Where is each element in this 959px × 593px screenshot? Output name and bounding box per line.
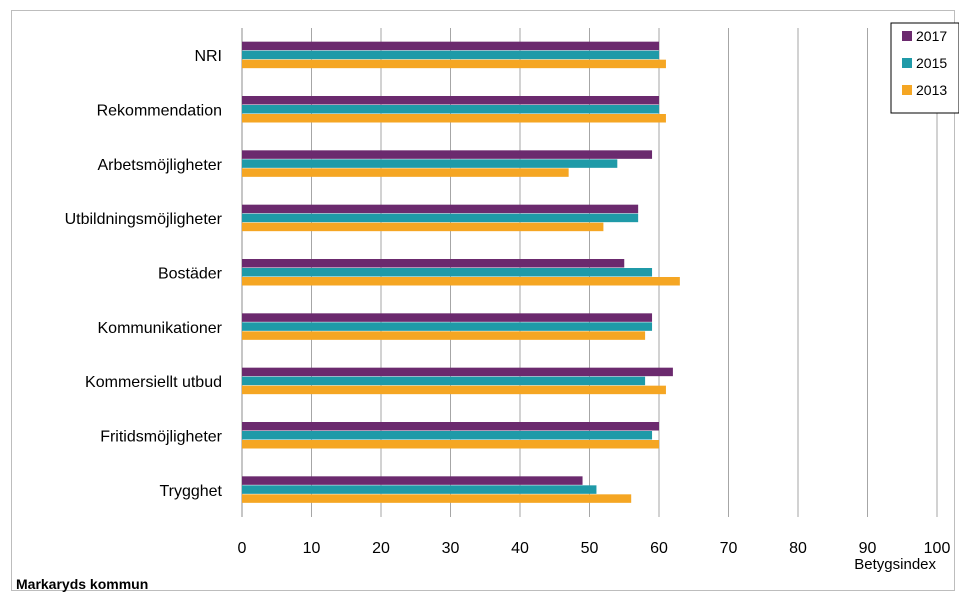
bar-2013 xyxy=(242,222,604,232)
x-axis-title: Betygsindex xyxy=(854,556,936,573)
bar-2013 xyxy=(242,59,666,69)
x-tick-label: 70 xyxy=(720,540,738,557)
bar-2017 xyxy=(242,313,653,322)
category-label: Kommersiellt utbud xyxy=(85,374,222,391)
bar-2017 xyxy=(242,367,673,377)
bar-2013 xyxy=(242,114,666,123)
bar-2015 xyxy=(242,50,659,60)
x-tick-label: 30 xyxy=(442,540,460,557)
bar-2013 xyxy=(242,494,632,503)
chart-frame xyxy=(11,10,955,591)
bar-2015 xyxy=(242,322,653,331)
legend-label: 2017 xyxy=(916,28,947,44)
bar-2013 xyxy=(242,277,680,286)
category-label: Rekommendation xyxy=(97,103,222,120)
category-label: Kommunikationer xyxy=(98,320,223,337)
category-label: Trygghet xyxy=(159,483,222,500)
category-label: NRI xyxy=(194,48,222,65)
x-tick-label: 50 xyxy=(581,540,599,557)
x-tick-label: 90 xyxy=(859,540,877,557)
bar-2017 xyxy=(242,150,653,159)
x-tick-label: 0 xyxy=(238,540,247,557)
x-tick-label: 20 xyxy=(372,540,390,557)
bar-2015 xyxy=(242,485,597,494)
bar-2013 xyxy=(242,331,646,340)
category-label: Utbildningsmöjligheter xyxy=(65,211,223,228)
bar-2017 xyxy=(242,41,659,51)
legend-label: 2015 xyxy=(916,55,947,71)
category-label: Bostäder xyxy=(158,266,223,283)
legend-swatch-2015 xyxy=(902,58,912,68)
x-tick-label: 100 xyxy=(924,540,951,557)
bar-2017 xyxy=(242,476,583,485)
legend-swatch-2017 xyxy=(902,31,912,41)
bar-2017 xyxy=(242,422,659,431)
category-label: Fritidsmöjligheter xyxy=(100,429,222,446)
legend-swatch-2013 xyxy=(902,85,912,95)
bar-2015 xyxy=(242,376,646,386)
bar-2017 xyxy=(242,96,659,105)
bar-2017 xyxy=(242,259,625,268)
x-tick-label: 60 xyxy=(650,540,668,557)
bar-2013 xyxy=(242,168,569,177)
x-tick-label: 10 xyxy=(303,540,321,557)
bar-2015 xyxy=(242,431,653,440)
x-tick-label: 80 xyxy=(789,540,807,557)
bar-2017 xyxy=(242,204,639,214)
municipality-title: Markaryds kommun xyxy=(16,576,149,592)
bar-2013 xyxy=(242,440,659,449)
bar-2015 xyxy=(242,105,659,114)
x-tick-label: 40 xyxy=(511,540,529,557)
category-label: Arbetsmöjligheter xyxy=(98,157,223,174)
legend-label: 2013 xyxy=(916,82,947,98)
bar-2013 xyxy=(242,385,666,395)
bar-2015 xyxy=(242,268,653,277)
bar-2015 xyxy=(242,159,618,168)
bar-2015 xyxy=(242,213,639,223)
